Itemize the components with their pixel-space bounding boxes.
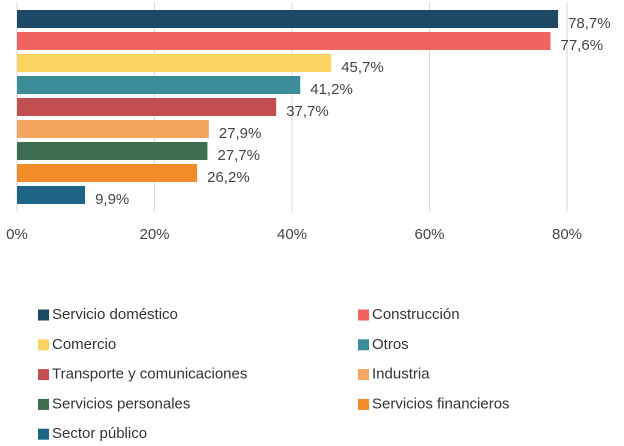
bar [17,120,209,138]
bar [17,98,277,116]
legend-label: Transporte y comunicaciones [52,366,247,383]
legend-swatch [38,339,49,351]
x-tick-label: 60% [414,226,444,243]
legend-label: Servicios financieros [372,395,510,412]
legend-label: Otros [372,336,409,353]
value-label: 37,7% [286,103,329,120]
value-label: 41,2% [310,81,353,98]
bar [17,54,332,72]
legend-swatch [38,309,49,321]
bar [17,164,198,182]
value-label: 77,6% [561,37,604,54]
legend-label: Sector público [52,425,147,442]
value-label: 45,7% [341,59,384,76]
value-label: 26,2% [207,169,250,186]
value-label: 27,9% [219,125,262,142]
bar [17,142,208,160]
value-label: 27,7% [217,147,260,164]
x-tick-label: 80% [552,226,582,243]
legend-label: Servicios personales [52,395,190,412]
x-tick-label: 20% [139,226,169,243]
bar [17,186,86,204]
x-tick-label: 40% [277,226,307,243]
legend-swatch [38,369,49,381]
bar [17,76,301,94]
bar [17,32,551,50]
legend-swatch [358,309,369,321]
legend-swatch [38,398,49,410]
legend-swatch [358,398,369,410]
bar [17,10,559,28]
legend-swatch [358,339,369,351]
value-label: 9,9% [95,191,129,208]
legend-label: Comercio [52,336,116,353]
legend-label: Industria [372,366,430,383]
value-label: 78,7% [568,15,611,32]
legend-label: Servicio doméstico [52,306,178,323]
legend-swatch [358,369,369,381]
legend-label: Construcción [372,306,460,323]
x-tick-label: 0% [6,226,28,243]
legend-swatch [38,428,49,440]
